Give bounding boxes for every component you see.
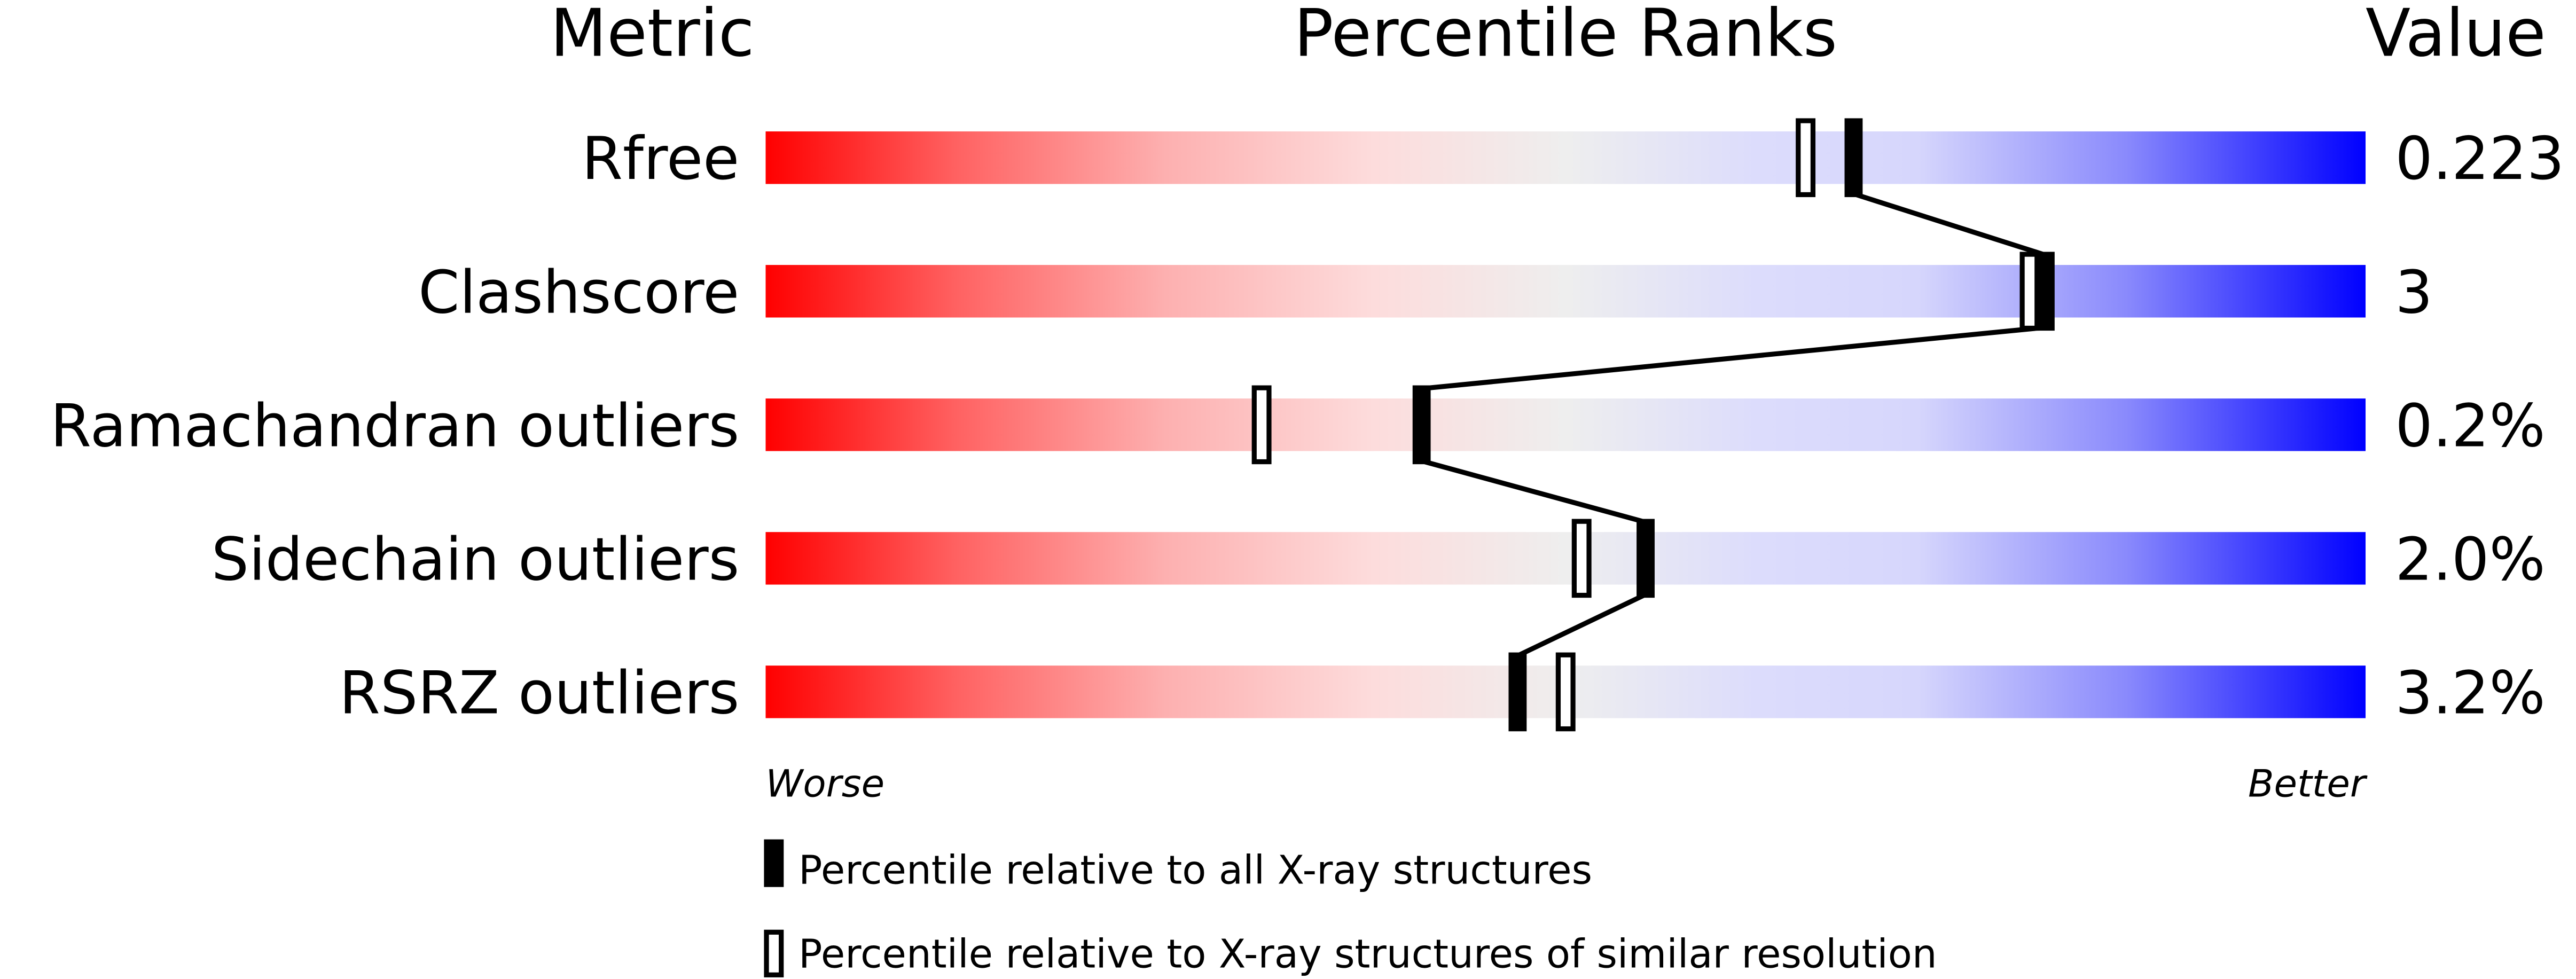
- percentile-similar-marker: [1251, 385, 1272, 465]
- percentile-similar-marker: [1571, 519, 1592, 598]
- legend-item-all: Percentile relative to all X-ray structu…: [798, 848, 1592, 894]
- connector-line: [1421, 325, 2046, 391]
- legend-item-similar: Percentile relative to X-ray structures …: [798, 931, 1937, 977]
- connector-line: [1853, 191, 2047, 258]
- metric-bar: [765, 398, 2366, 451]
- metric-value: 2.0%: [2395, 525, 2545, 594]
- metric-label: Clashscore: [418, 258, 739, 327]
- metric-label: Ramachandran outliers: [50, 391, 739, 460]
- metric-bar: [765, 131, 2366, 184]
- header-metric: Metric: [550, 0, 754, 72]
- header-value: Value: [2366, 0, 2546, 72]
- percentile-all-marker: [1637, 519, 1655, 598]
- metric-label: RSRZ outliers: [339, 659, 739, 727]
- legend-filled-marker: [764, 839, 784, 887]
- connector-line: [1421, 458, 1647, 525]
- metric-bar: [765, 532, 2366, 585]
- metric-value: 3.2%: [2395, 659, 2545, 727]
- metric-value: 0.223: [2395, 124, 2564, 193]
- connector-line: [1516, 592, 1647, 658]
- percentile-all-marker: [2037, 252, 2055, 331]
- percentile-similar-marker: [1555, 652, 1576, 732]
- axis-label-better: Better: [2248, 762, 2368, 806]
- percentile-similar-marker: [1796, 118, 1816, 198]
- metric-label: Rfree: [582, 124, 739, 193]
- header-percentile-ranks: Percentile Ranks: [1294, 0, 1837, 72]
- legend-open-marker: [764, 929, 784, 977]
- percentile-similar-marker: [2019, 252, 2040, 331]
- metric-value: 3: [2395, 258, 2432, 327]
- percentile-all-marker: [1844, 118, 1863, 198]
- percentile-all-marker: [1508, 652, 1527, 732]
- axis-label-worse: Worse: [765, 762, 884, 806]
- metric-value: 0.2%: [2395, 391, 2545, 460]
- metric-label: Sidechain outliers: [212, 525, 740, 594]
- metric-bar: [765, 265, 2366, 318]
- percentile-all-marker: [1412, 385, 1431, 465]
